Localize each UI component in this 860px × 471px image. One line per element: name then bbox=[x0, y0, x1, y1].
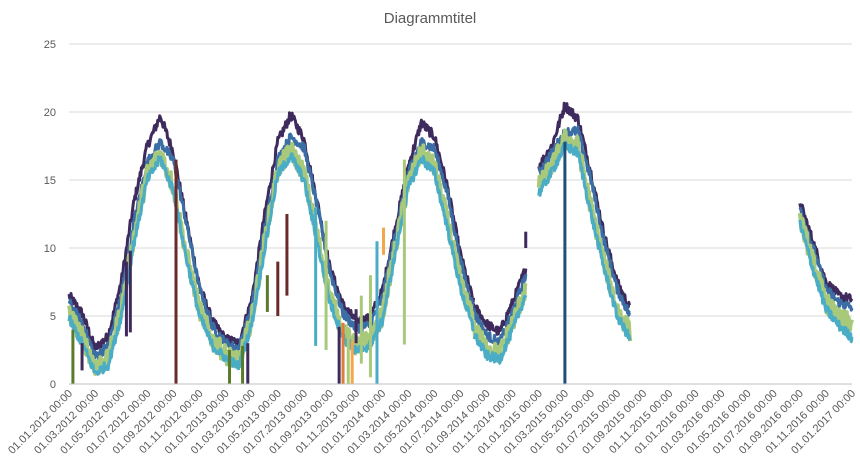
series-3 bbox=[67, 140, 854, 376]
series-segment bbox=[537, 125, 631, 317]
y-tick-label: 10 bbox=[44, 243, 56, 255]
series-segment bbox=[472, 268, 528, 336]
series-segment bbox=[537, 101, 631, 309]
series-group bbox=[67, 101, 854, 376]
series-segment bbox=[798, 203, 854, 303]
gridlines bbox=[69, 43, 852, 317]
series-segment bbox=[537, 140, 632, 341]
series-segment bbox=[472, 282, 528, 363]
series-segment bbox=[67, 152, 475, 376]
series-segment bbox=[798, 219, 854, 344]
chart-title: Diagrammtitel bbox=[384, 10, 477, 27]
y-tick-label: 25 bbox=[44, 39, 56, 51]
spike-group bbox=[71, 141, 567, 384]
y-tick-label: 15 bbox=[44, 175, 56, 187]
y-tick-label: 5 bbox=[50, 311, 56, 323]
series-segment bbox=[472, 294, 528, 365]
y-axis-tick-labels: 0 5 10 15 20 25 bbox=[44, 39, 56, 391]
y-tick-label: 0 bbox=[50, 379, 56, 391]
y-tick-label: 20 bbox=[44, 107, 56, 119]
